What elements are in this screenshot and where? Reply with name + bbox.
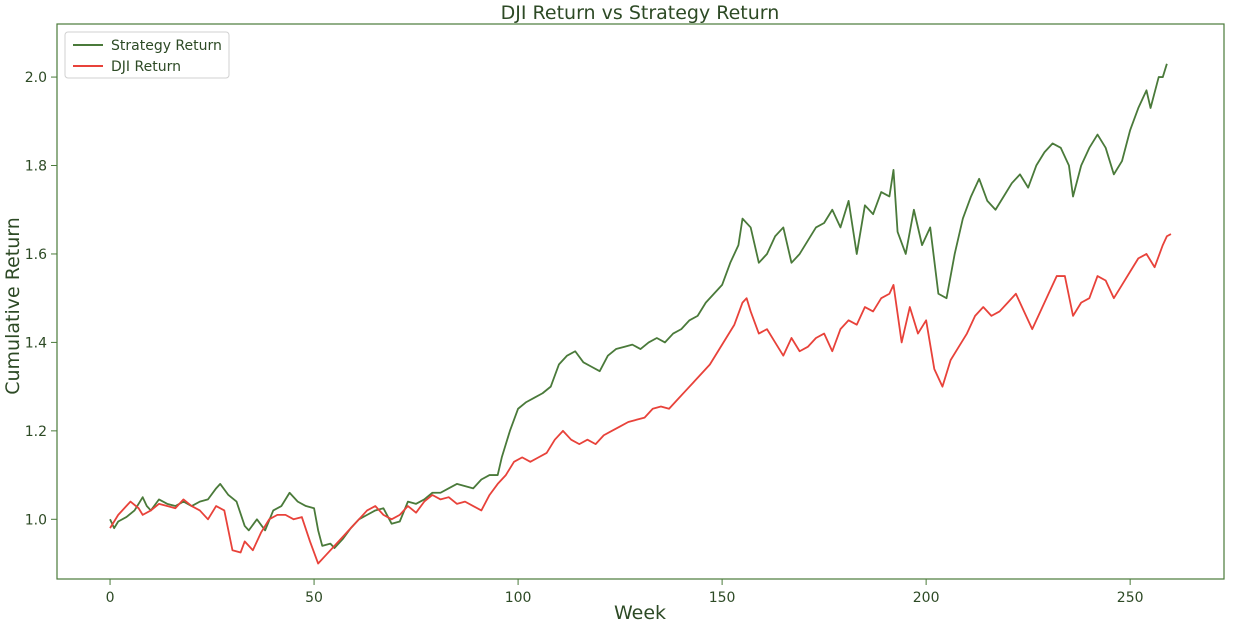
x-tick-label: 0 — [106, 590, 115, 606]
x-axis-label: Week — [614, 602, 666, 624]
legend-label: Strategy Return — [111, 38, 222, 54]
x-tick-label: 150 — [709, 590, 736, 606]
dji-return-line — [109, 233, 1172, 565]
y-tick-label: 1.2 — [25, 424, 47, 440]
chart-title: DJI Return vs Strategy Return — [501, 2, 780, 24]
strategy-return-line — [109, 63, 1168, 549]
y-tick-label: 1.4 — [25, 335, 47, 351]
y-tick-label: 1.0 — [25, 512, 47, 528]
x-tick-label: 250 — [1117, 590, 1144, 606]
y-tick-label: 2.0 — [25, 70, 47, 86]
y-tick-label: 1.8 — [25, 159, 47, 175]
x-tick-label: 100 — [505, 590, 532, 606]
legend: Strategy Return DJI Return — [64, 31, 230, 79]
x-tick-label: 200 — [913, 590, 940, 606]
plot-frame — [56, 23, 1225, 580]
legend-frame — [64, 31, 230, 79]
x-tick-label: 50 — [305, 590, 323, 606]
y-tick-label: 1.6 — [25, 247, 47, 263]
y-axis-label: Cumulative Return — [2, 217, 24, 395]
legend-label: DJI Return — [111, 59, 181, 75]
